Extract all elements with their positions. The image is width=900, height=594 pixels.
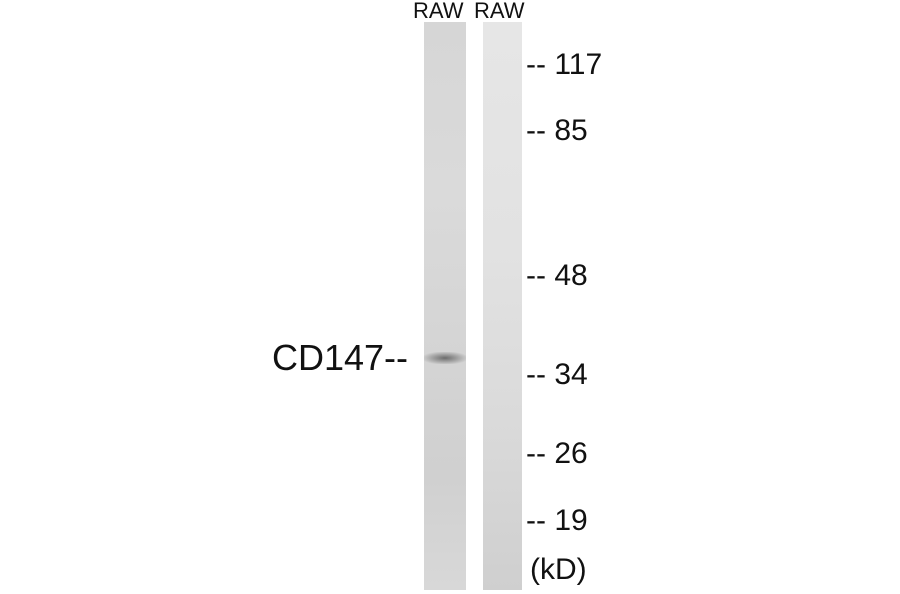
unit-label: (kD): [530, 553, 587, 586]
marker-34: -- 34: [526, 358, 588, 391]
blot-lane-2: [483, 22, 522, 590]
marker-19: -- 19: [526, 504, 588, 537]
marker-117: -- 117: [526, 48, 603, 81]
lane-label-2: RAW: [474, 0, 525, 23]
marker-85: -- 85: [526, 114, 588, 147]
target-protein-label: CD147--: [272, 337, 409, 378]
lane-label-1: RAW: [413, 0, 464, 23]
marker-48: -- 48: [526, 259, 588, 292]
cd147-band: [424, 352, 466, 364]
marker-26: -- 26: [526, 437, 588, 470]
blot-lane-1: [424, 22, 466, 590]
